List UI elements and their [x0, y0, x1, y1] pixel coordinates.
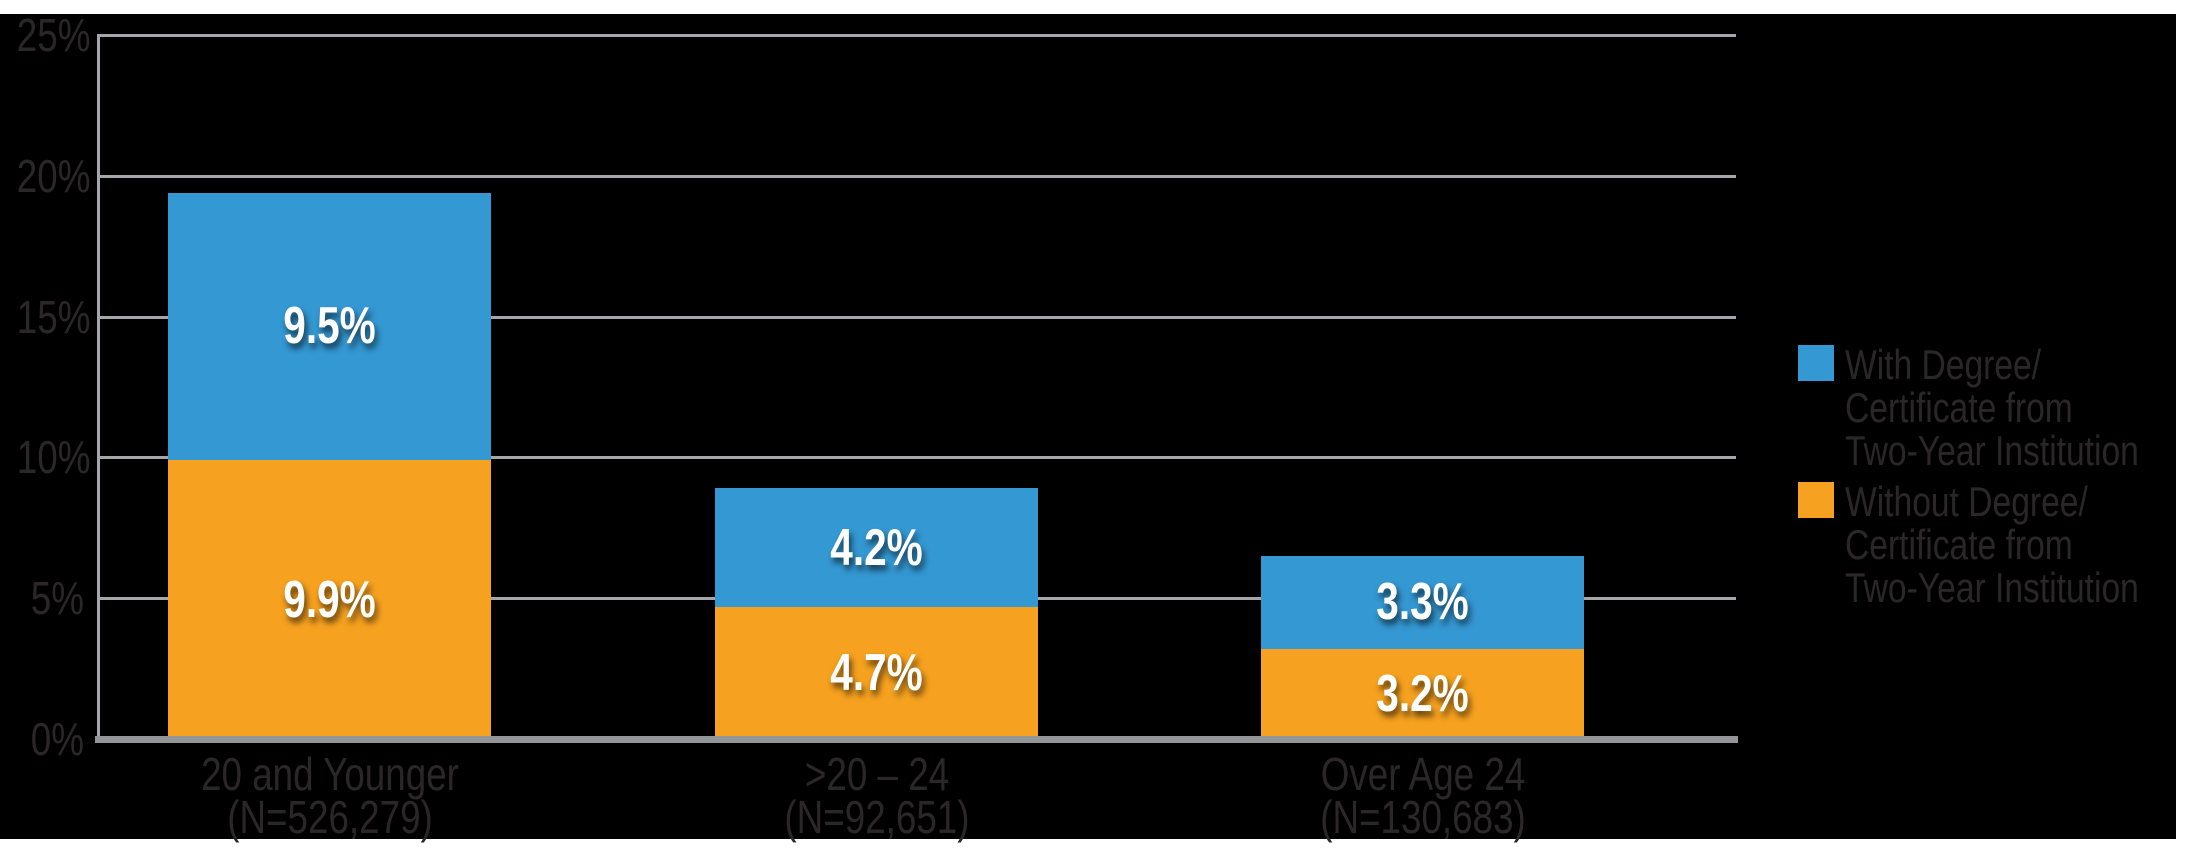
bar-value-label: 9.5% — [283, 297, 376, 355]
bar-value-label: 4.2% — [830, 519, 923, 577]
legend-label-line: Certificate from — [1845, 521, 2073, 568]
bar-segment-without-degree — [1261, 648, 1584, 739]
legend-label-line: Two-Year Institution — [1845, 427, 2139, 474]
category-name: 20 and Younger — [201, 748, 459, 800]
y-axis-tick-label: 25% — [16, 9, 91, 61]
y-axis-tick-label: 0% — [30, 713, 84, 765]
category-n-count: (N=92,651) — [784, 791, 970, 843]
category-name: Over Age 24 — [1320, 748, 1526, 800]
category-label: Over Age 24 (N=130,683) — [1183, 748, 1663, 843]
legend-label: Without Degree/Certificate from Two-Year … — [1845, 480, 2139, 609]
y-axis-tick-label: 5% — [30, 572, 84, 624]
category-name: >20 – 24 — [804, 748, 950, 800]
bar-segment-with-degree — [1261, 555, 1584, 649]
legend-label: With Degree/Certificate from Two-Year Ins… — [1845, 343, 2139, 472]
gridline — [97, 456, 1736, 459]
y-axis-tick-label: 10% — [16, 431, 91, 483]
legend-label-line: Two-Year Institution — [1845, 564, 2139, 611]
legend-swatch-without-degree — [1798, 482, 1834, 518]
y-axis-tick-label: 15% — [16, 291, 91, 343]
x-axis-baseline — [95, 736, 1738, 743]
bar-segment-without-degree — [168, 460, 491, 739]
gridline — [97, 175, 1736, 178]
bar-value-label: 3.2% — [1376, 665, 1469, 723]
gridline — [97, 316, 1736, 319]
category-n-count: (N=130,683) — [1320, 791, 1526, 843]
bar-segment-with-degree — [715, 488, 1038, 607]
y-axis-tick-label: 20% — [16, 150, 91, 202]
legend-label-line: Without Degree/ — [1845, 478, 2088, 525]
bar-value-label: 9.9% — [283, 571, 376, 629]
bar-segment-with-degree — [168, 192, 491, 461]
gridline — [97, 34, 1736, 37]
y-axis-line — [97, 35, 100, 739]
category-n-count: (N=526,279) — [227, 791, 433, 843]
bar-value-label: 4.7% — [830, 644, 923, 702]
legend-label-line: With Degree/ — [1845, 341, 2042, 388]
legend-swatch-with-degree — [1798, 345, 1834, 381]
bar-segment-without-degree — [715, 606, 1038, 739]
category-label: 20 and Younger (N=526,279) — [90, 748, 570, 843]
legend-label-line: Certificate from — [1845, 384, 2073, 431]
category-label: >20 – 24 (N=92,651) — [637, 748, 1117, 843]
bar-value-label: 3.3% — [1376, 573, 1469, 631]
